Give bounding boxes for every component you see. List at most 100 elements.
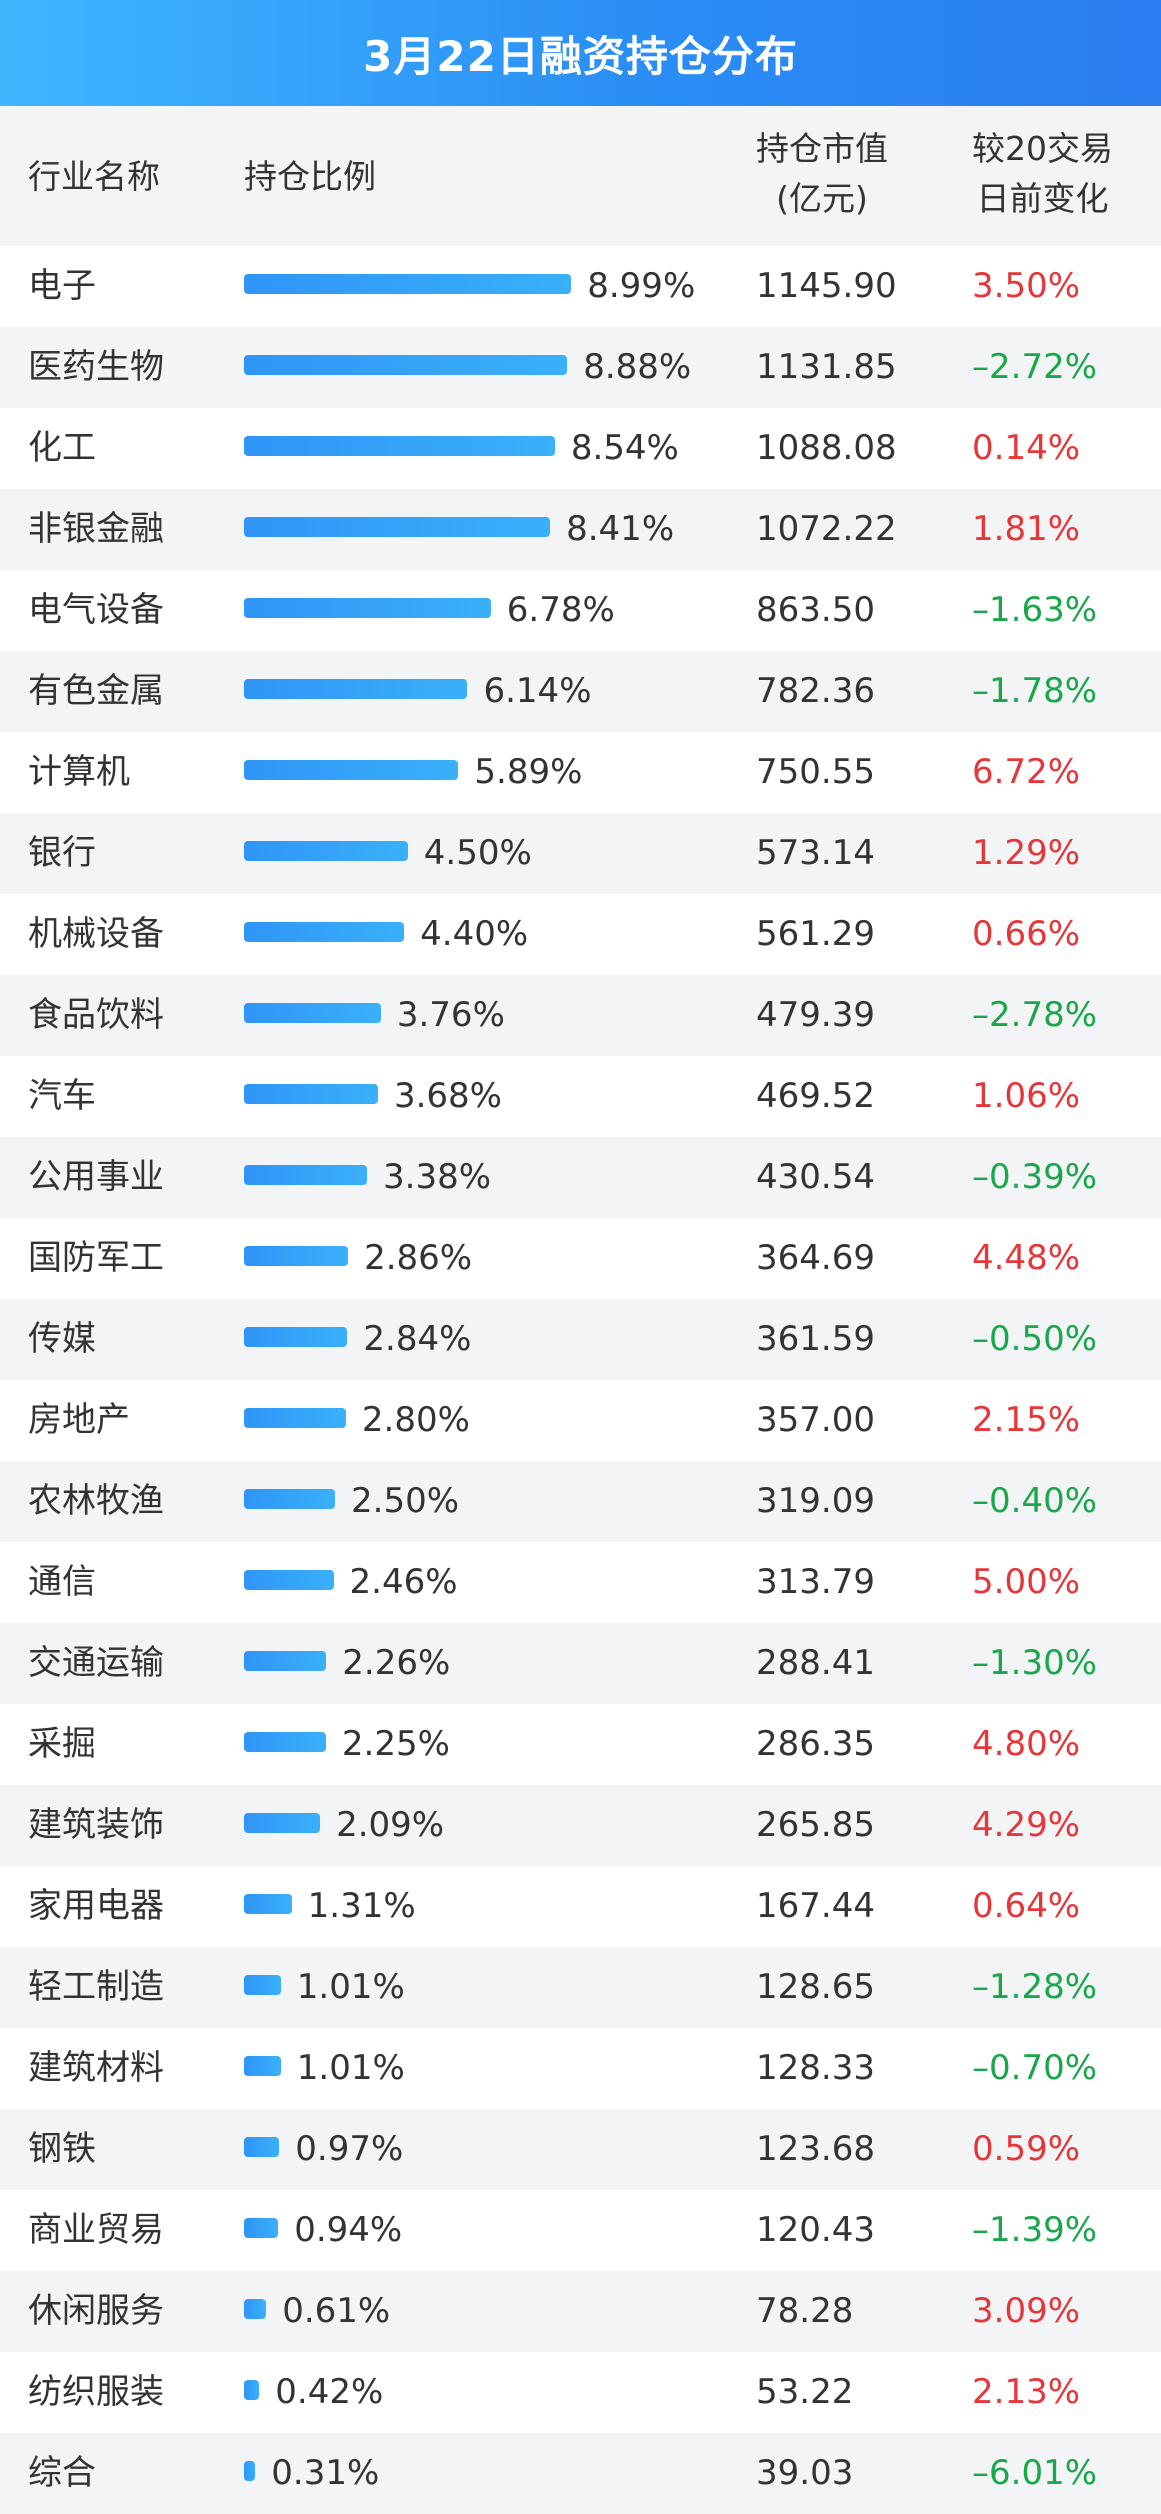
table-row: 公用事业 3.38% 430.54 –0.39%	[0, 1137, 1161, 1218]
holding-ratio-label: 2.84%	[363, 1319, 472, 1359]
header-holding-ratio: 持仓比例	[244, 157, 376, 196]
change-value: –1.63%	[972, 590, 1098, 630]
change-value: 2.15%	[972, 1400, 1081, 1440]
change-value: 4.80%	[972, 1724, 1081, 1764]
header-change-line1: 较20交易	[972, 129, 1113, 168]
industry-name: 有色金属	[28, 671, 164, 711]
holding-ratio-label: 2.25%	[341, 1724, 450, 1764]
market-value: 167.44	[756, 1886, 875, 1926]
industry-name: 传媒	[28, 1319, 96, 1359]
industry-name: 综合	[28, 2453, 96, 2493]
holding-ratio-bar	[244, 2299, 267, 2319]
holding-ratio-label: 2.26%	[342, 1643, 451, 1683]
table-row: 钢铁 0.97% 123.68 0.59%	[0, 2109, 1161, 2190]
change-value: –1.28%	[972, 1967, 1098, 2007]
change-value: 3.50%	[972, 266, 1081, 306]
change-value: 1.06%	[972, 1076, 1081, 1116]
change-value: –6.01%	[972, 2453, 1098, 2493]
market-value: 750.55	[756, 752, 875, 792]
table-row: 汽车 3.68% 469.52 1.06%	[0, 1056, 1161, 1137]
change-value: 4.48%	[972, 1238, 1081, 1278]
industry-name: 商业贸易	[28, 2210, 164, 2250]
market-value: 430.54	[756, 1157, 875, 1197]
industry-name: 纺织服装	[28, 2372, 164, 2412]
holding-ratio-bar	[244, 1813, 321, 1833]
change-value: –2.72%	[972, 347, 1098, 387]
change-value: 3.09%	[972, 2291, 1081, 2331]
table-row: 纺织服装 0.42% 53.22 2.13%	[0, 2352, 1161, 2433]
change-value: –1.30%	[972, 1643, 1098, 1683]
industry-name: 非银金融	[28, 509, 164, 549]
holding-ratio-label: 3.76%	[396, 995, 505, 1035]
holding-ratio-label: 0.97%	[295, 2129, 404, 2169]
table-row: 传媒 2.84% 361.59 –0.50%	[0, 1299, 1161, 1380]
industry-name: 采掘	[28, 1724, 96, 1764]
holding-ratio-label: 2.80%	[361, 1400, 470, 1440]
table-row: 商业贸易 0.94% 120.43 –1.39%	[0, 2190, 1161, 2271]
holding-ratio-label: 2.50%	[351, 1481, 460, 1521]
holding-ratio-bar	[244, 1651, 327, 1671]
holding-ratio-label: 1.31%	[307, 1886, 416, 1926]
holding-ratio-label: 1.01%	[296, 1967, 405, 2007]
holding-ratio-bar	[244, 2461, 256, 2481]
industry-name: 计算机	[28, 752, 130, 792]
table-row: 农林牧渔 2.50% 319.09 –0.40%	[0, 1461, 1161, 1542]
table-row: 家用电器 1.31% 167.44 0.64%	[0, 1866, 1161, 1947]
table-row: 交通运输 2.26% 288.41 –1.30%	[0, 1623, 1161, 1704]
industry-name: 国防军工	[28, 1238, 164, 1278]
table-row: 建筑材料 1.01% 128.33 –0.70%	[0, 2028, 1161, 2109]
industry-name: 房地产	[28, 1400, 130, 1440]
holding-ratio-bar	[244, 1489, 335, 1509]
holding-ratio-label: 2.46%	[349, 1562, 458, 1602]
change-value: –0.40%	[972, 1481, 1098, 1521]
holding-ratio-label: 4.50%	[423, 833, 532, 873]
holding-ratio-label: 2.86%	[364, 1238, 473, 1278]
change-value: –1.39%	[972, 2210, 1098, 2250]
table-row: 综合 0.31% 39.03 –6.01%	[0, 2433, 1161, 2514]
industry-name: 公用事业	[28, 1157, 164, 1197]
industry-name: 休闲服务	[28, 2291, 164, 2331]
market-value: 361.59	[756, 1319, 875, 1359]
change-value: 0.64%	[972, 1886, 1081, 1926]
holding-ratio-label: 4.40%	[420, 914, 529, 954]
industry-name: 钢铁	[28, 2129, 96, 2169]
holding-ratio-bar	[244, 922, 405, 942]
market-value: 782.36	[756, 671, 875, 711]
market-value: 1131.85	[756, 347, 897, 387]
holding-ratio-label: 8.99%	[587, 266, 696, 306]
industry-name: 通信	[28, 1562, 96, 1602]
table-row: 通信 2.46% 313.79 5.00%	[0, 1542, 1161, 1623]
market-value: 265.85	[756, 1805, 875, 1845]
table-row: 采掘 2.25% 286.35 4.80%	[0, 1704, 1161, 1785]
holding-ratio-label: 3.38%	[383, 1157, 492, 1197]
table-row: 房地产 2.80% 357.00 2.15%	[0, 1380, 1161, 1461]
holding-ratio-bar	[244, 1894, 292, 1914]
holding-ratio-bar	[244, 274, 572, 294]
holding-ratio-bar	[244, 517, 551, 537]
table-row: 有色金属 6.14% 782.36 –1.78%	[0, 651, 1161, 732]
holding-ratio-label: 8.88%	[583, 347, 692, 387]
market-value: 357.00	[756, 1400, 875, 1440]
holding-ratio-label: 6.78%	[506, 590, 615, 630]
table-row: 电气设备 6.78% 863.50 –1.63%	[0, 570, 1161, 651]
holding-ratio-label: 5.89%	[474, 752, 583, 792]
table-row: 休闲服务 0.61% 78.28 3.09%	[0, 2271, 1161, 2352]
holding-ratio-label: 0.42%	[275, 2372, 384, 2412]
change-value: 0.59%	[972, 2129, 1081, 2169]
table-row: 食品饮料 3.76% 479.39 –2.78%	[0, 975, 1161, 1056]
market-value: 286.35	[756, 1724, 875, 1764]
industry-name: 电气设备	[28, 590, 164, 630]
change-value: 1.81%	[972, 509, 1081, 549]
holding-ratio-label: 8.41%	[566, 509, 675, 549]
holding-ratio-bar	[244, 2137, 280, 2157]
holding-ratio-label: 8.54%	[570, 428, 679, 468]
header-market-value-line2: (亿元)	[776, 179, 868, 218]
market-value: 53.22	[756, 2372, 854, 2412]
table-row: 轻工制造 1.01% 128.65 –1.28%	[0, 1947, 1161, 2028]
change-value: –2.78%	[972, 995, 1098, 1035]
holding-ratio-bar	[244, 2056, 281, 2076]
holding-ratio-bar	[244, 679, 468, 699]
market-value: 561.29	[756, 914, 875, 954]
market-value: 120.43	[756, 2210, 875, 2250]
industry-name: 轻工制造	[28, 1967, 164, 2007]
